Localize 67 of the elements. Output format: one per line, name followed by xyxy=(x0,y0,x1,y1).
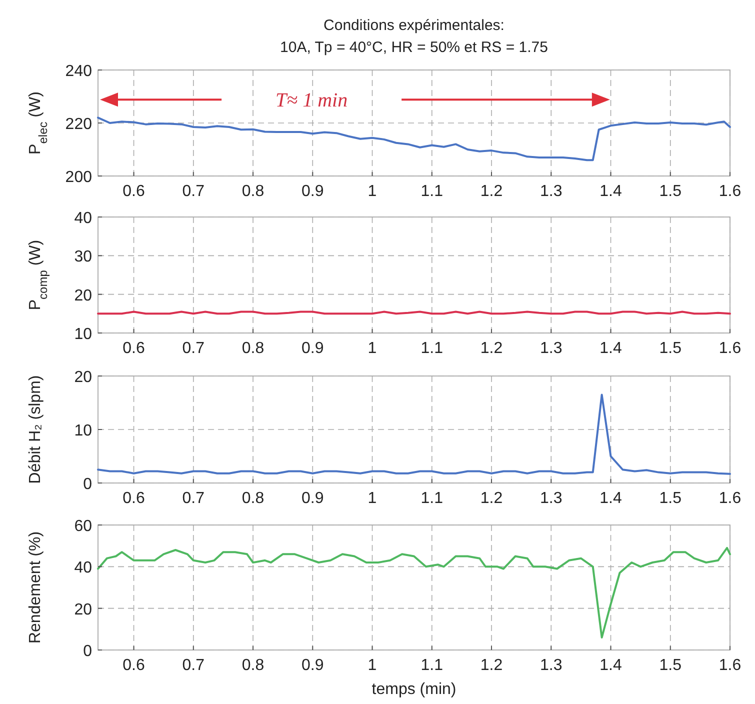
x-tick-label: 1 xyxy=(368,490,377,507)
x-tick-label: 1.3 xyxy=(540,183,562,200)
x-tick-label: 0.6 xyxy=(122,657,145,674)
x-tick-label: 0.8 xyxy=(242,490,264,507)
y-tick-label: 20 xyxy=(74,601,92,618)
x-tick-label: 0.7 xyxy=(182,657,205,674)
y-axis-title: Rendement (%) xyxy=(27,531,44,644)
x-tick-label: 1.1 xyxy=(420,183,444,200)
x-tick-label: 1.6 xyxy=(718,657,742,674)
y-tick-label: 200 xyxy=(65,169,92,186)
x-tick-label: 1.6 xyxy=(718,183,742,200)
y-tick-label: 20 xyxy=(74,287,92,304)
x-tick-label: 1.2 xyxy=(480,183,503,200)
x-tick-label: 1.6 xyxy=(718,490,742,507)
x-tick-label: 1.5 xyxy=(659,183,682,200)
x-tick-label: 0.7 xyxy=(182,183,205,200)
x-tick-label: 1.3 xyxy=(540,657,562,674)
x-tick-label: 1.1 xyxy=(420,490,444,507)
x-tick-label: 1.1 xyxy=(420,340,444,357)
x-tick-label: 0.8 xyxy=(242,657,264,674)
y-tick-label: 60 xyxy=(74,518,92,535)
x-tick-label: 0.7 xyxy=(182,490,205,507)
x-tick-label: 1.4 xyxy=(600,657,622,674)
y-tick-label: 10 xyxy=(74,326,92,343)
y-tick-label: 0 xyxy=(83,476,92,493)
line-series xyxy=(97,546,731,638)
x-tick-label: 0.9 xyxy=(302,490,324,507)
y-tick-label: 220 xyxy=(65,116,92,133)
x-tick-label: 1.2 xyxy=(480,490,503,507)
chart-title: Conditions expérimentales: xyxy=(324,17,504,34)
y-tick-label: 240 xyxy=(65,63,92,80)
line-series xyxy=(97,394,731,475)
x-tick-label: 1.5 xyxy=(659,657,682,674)
y-tick-label: 30 xyxy=(74,248,92,266)
line-series xyxy=(97,116,731,162)
y-tick-label: 10 xyxy=(74,422,92,440)
y-tick-label: 20 xyxy=(74,369,92,386)
x-tick-label: 1.6 xyxy=(718,340,742,357)
x-tick-label: 1 xyxy=(368,340,377,357)
x-tick-label: 1.4 xyxy=(600,490,622,507)
annotation: T≈ 1 min xyxy=(276,90,348,112)
x-tick-label: 0.6 xyxy=(122,340,145,357)
chart-subtitle: 10A, Tp = 40°C, HR = 50% et RS = 1.75 xyxy=(280,39,548,56)
x-tick-label: 1.3 xyxy=(540,340,562,357)
x-tick-label: 0.9 xyxy=(302,340,324,357)
x-tick-label: 1.2 xyxy=(480,340,503,357)
x-tick-label: 1 xyxy=(368,183,377,200)
x-axis-title: temps (min) xyxy=(372,681,456,698)
y-tick-label: 40 xyxy=(74,210,92,227)
x-tick-label: 1.1 xyxy=(420,657,444,674)
x-tick-label: 0.6 xyxy=(122,183,145,200)
x-tick-label: 1.3 xyxy=(540,490,562,507)
x-tick-label: 0.9 xyxy=(302,183,324,200)
x-tick-label: 1 xyxy=(368,657,377,674)
y-tick-label: 0 xyxy=(83,643,92,660)
x-tick-label: 0.8 xyxy=(242,340,264,357)
x-tick-label: 1.2 xyxy=(480,657,503,674)
y-axis-title: Débit H₂ (slpm) xyxy=(27,375,44,484)
y-tick-label: 40 xyxy=(74,560,92,577)
x-tick-label: 1.5 xyxy=(659,340,682,357)
x-tick-label: 0.9 xyxy=(302,657,324,674)
x-tick-label: 1.5 xyxy=(659,490,682,507)
x-tick-label: 1.4 xyxy=(600,340,622,357)
x-tick-label: 0.7 xyxy=(182,340,205,357)
x-tick-label: 0.8 xyxy=(242,183,264,200)
x-tick-label: 0.6 xyxy=(122,490,145,507)
x-tick-label: 1.4 xyxy=(600,183,622,200)
